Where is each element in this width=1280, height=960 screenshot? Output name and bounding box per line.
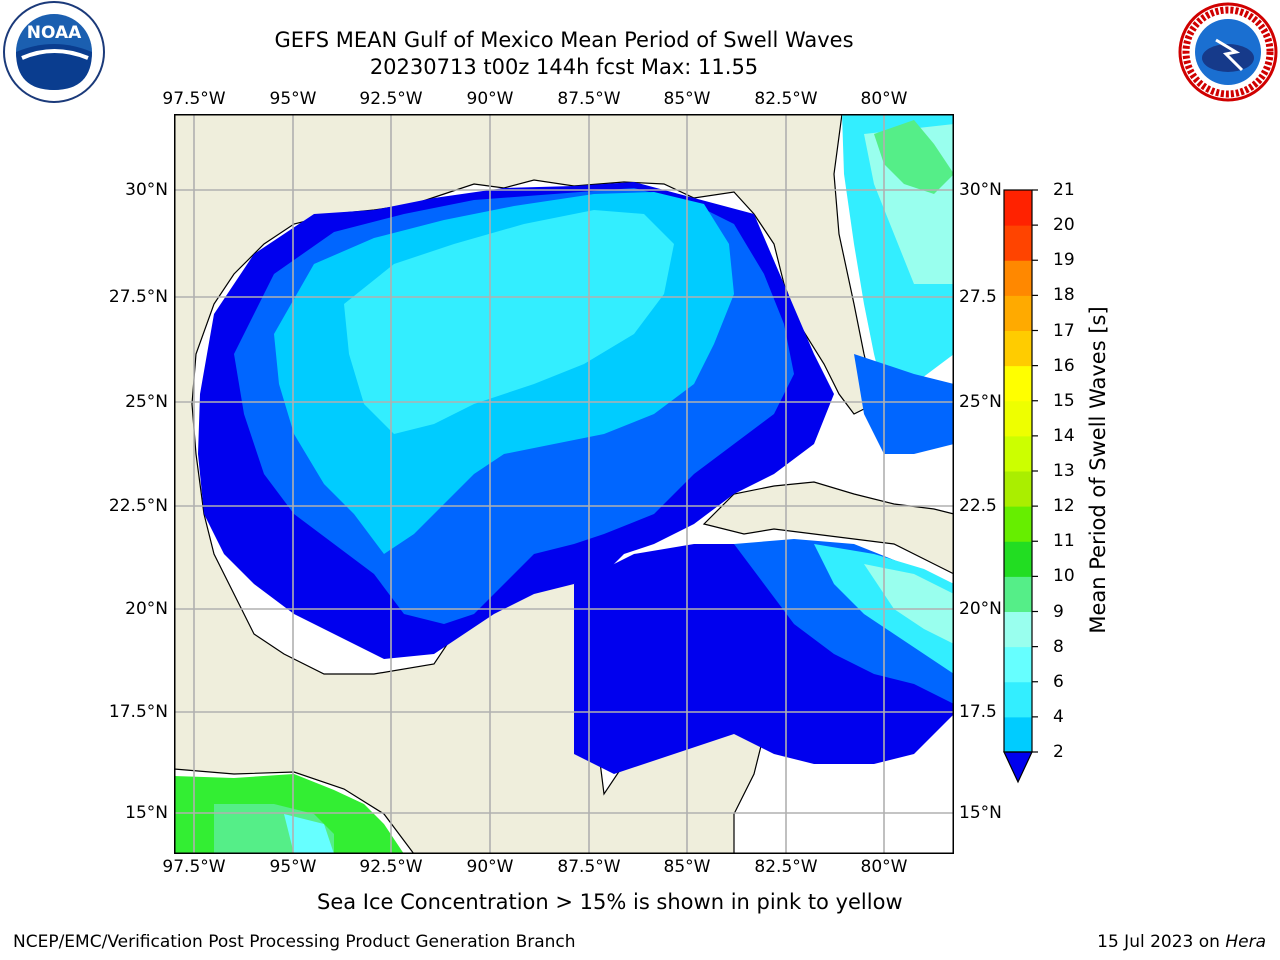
colorbar-segment [1004, 260, 1032, 296]
lon-label-bottom: 97.5°W [162, 857, 226, 877]
colorbar-segment [1004, 295, 1032, 331]
colorbar-tick-label: 18 [1053, 285, 1075, 306]
colorbar-segment [1004, 611, 1032, 648]
colorbar-segment [1004, 365, 1032, 402]
lon-label-top: 92.5°W [359, 89, 423, 109]
lat-label-left: 27.5°N [108, 287, 168, 307]
lat-label-left: 17.5°N [108, 702, 168, 722]
lon-label-top: 87.5°W [557, 89, 621, 109]
lat-label-right: 15°N [959, 803, 1002, 823]
lat-label-right: 17.5 [959, 702, 997, 722]
chart-subtitle: 20230713 t00z 144h fcst Max: 11.55 [369, 55, 759, 79]
colorbar-tick-label: 20 [1053, 215, 1075, 236]
colorbar-segment [1004, 716, 1032, 753]
lon-label-bottom: 85°W [663, 857, 711, 877]
lon-label-bottom: 90°W [466, 857, 514, 877]
colorbar-segment [1004, 330, 1032, 367]
colorbar-extend-triangle [1003, 751, 1033, 784]
sea-ice-note: Sea Ice Concentration > 15% is shown in … [317, 890, 903, 914]
colorbar-tick-label: 21 [1053, 180, 1075, 200]
lon-label-bottom: 82.5°W [754, 857, 818, 877]
colorbar-tick-label: 6 [1053, 671, 1064, 692]
colorbar-tick-label: 13 [1053, 461, 1075, 481]
colorbar-tick-label: 14 [1053, 425, 1075, 446]
footer-date-text: 15 Jul 2023 on [1097, 932, 1226, 952]
lat-label-right: 27.5 [959, 287, 997, 307]
colorbar-segment [1004, 646, 1032, 683]
colorbar-segment [1004, 681, 1032, 718]
colorbar-segment [1004, 435, 1032, 472]
colorbar-tick-label: 11 [1053, 531, 1075, 552]
colorbar-segment [1004, 471, 1032, 507]
lon-label-bottom: 80°W [860, 857, 908, 877]
lat-label-right: 30°N [959, 180, 1002, 200]
nws-logo [1178, 2, 1278, 102]
lat-label-right: 22.5 [959, 496, 997, 516]
colorbar-tick-label: 4 [1053, 706, 1064, 727]
lon-label-top: 90°W [466, 89, 514, 109]
colorbar-segment [1004, 506, 1032, 542]
colorbar-tick-label: 16 [1053, 355, 1075, 376]
swell-field [174, 114, 954, 854]
lat-label-left: 25°N [125, 392, 168, 412]
colorbar-segment [1004, 541, 1032, 577]
map-gridlines [174, 114, 954, 854]
colorbar-tick-label: 8 [1053, 636, 1064, 657]
cuba-land [702, 481, 954, 575]
lat-label-left: 22.5°N [108, 496, 168, 516]
noaa-logo: NOAA [3, 1, 105, 103]
colorbar-tick-label: 9 [1053, 601, 1064, 622]
colorbar-tick-label: 10 [1053, 566, 1075, 587]
colorbar-tick-label: 17 [1053, 320, 1075, 341]
colorbar-tick-label: 19 [1053, 250, 1075, 271]
lon-label-top: 95°W [269, 89, 317, 109]
footer-host: Hera [1225, 932, 1266, 952]
footer-credit: NCEP/EMC/Verification Post Processing Pr… [13, 932, 576, 952]
colorbar-segment [1004, 225, 1032, 261]
lon-label-top: 97.5°W [162, 89, 226, 109]
noaa-logo-text: NOAA [27, 23, 82, 43]
colorbar-segment [1004, 190, 1032, 226]
lat-label-left: 20°N [125, 599, 168, 619]
lon-label-top: 80°W [860, 89, 908, 109]
lon-label-bottom: 95°W [269, 857, 317, 877]
lat-label-left: 30°N [125, 180, 168, 200]
lat-label-left: 15°N [125, 803, 168, 823]
gulf-map [174, 114, 954, 854]
colorbar-tick-label: 12 [1053, 496, 1075, 517]
lon-label-bottom: 87.5°W [557, 857, 621, 877]
lat-label-right: 25°N [959, 392, 1002, 412]
colorbar-segment [1004, 400, 1032, 437]
lon-label-top: 82.5°W [754, 89, 818, 109]
colorbar [1003, 189, 1038, 784]
colorbar-tick-label: 15 [1053, 390, 1075, 411]
footer-date: 15 Jul 2023 on Hera [1097, 932, 1266, 952]
lon-label-top: 85°W [663, 89, 711, 109]
chart-title: GEFS MEAN Gulf of Mexico Mean Period of … [274, 28, 854, 52]
map-frame [174, 114, 954, 854]
colorbar-tick-label: 2 [1053, 742, 1064, 762]
colorbar-label: Mean Period of Swell Waves [s] [1086, 306, 1110, 634]
colorbar-segment [1004, 576, 1032, 612]
lon-label-bottom: 92.5°W [359, 857, 423, 877]
lat-label-right: 20°N [959, 599, 1002, 619]
